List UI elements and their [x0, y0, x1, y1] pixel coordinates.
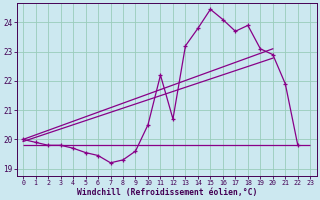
X-axis label: Windchill (Refroidissement éolien,°C): Windchill (Refroidissement éolien,°C): [76, 188, 257, 197]
